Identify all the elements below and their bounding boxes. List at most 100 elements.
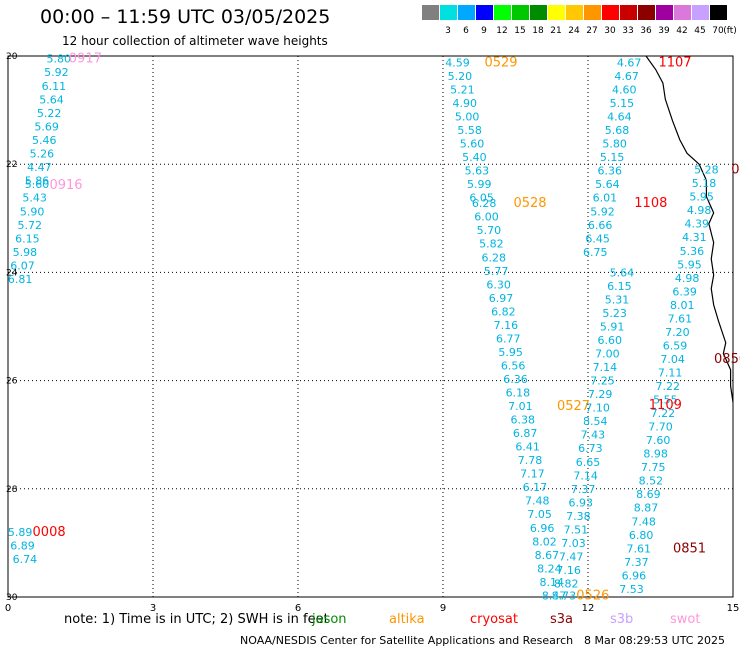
pass-time-label: 0528 <box>513 196 546 211</box>
wave-height-label: 5.98 <box>13 246 38 259</box>
wave-height-label: 8.52 <box>639 475 664 488</box>
wave-height-label: 5.60 <box>25 178 50 191</box>
pass-time-label: 0526 <box>576 588 609 603</box>
wave-height-label: 8.54 <box>583 415 608 428</box>
legend-swatch <box>440 5 457 20</box>
wave-height-label: 5.91 <box>600 321 625 334</box>
wave-height-label: 4.64 <box>607 111 632 124</box>
wave-height-label: 5.70 <box>477 224 502 237</box>
wave-height-label: 4.90 <box>453 97 478 110</box>
wave-height-label: 6.28 <box>472 197 497 210</box>
wave-height-label: 5.90 <box>20 205 45 218</box>
legend-swatch <box>458 5 475 20</box>
legend-tick-label: 27 <box>586 26 598 36</box>
legend-swatch <box>548 5 565 20</box>
coastline <box>645 55 734 403</box>
wave-height-label: 6.97 <box>489 292 514 305</box>
wave-height-label: 4.39 <box>685 218 710 231</box>
wave-height-label: 5.15 <box>610 97 635 110</box>
wave-height-label: 7.48 <box>525 495 550 508</box>
wave-height-label: 5.80 <box>602 138 627 151</box>
wave-height-label: 5.23 <box>602 307 627 320</box>
wave-height-label: 8.47 <box>542 589 567 602</box>
wave-height-label: 5.92 <box>590 205 615 218</box>
wave-height-label: 8.67 <box>535 549 560 562</box>
wave-height-label: 4.67 <box>617 56 642 69</box>
wave-height-label: 5.95 <box>689 191 714 204</box>
pass-time-label: 1107 <box>658 55 691 70</box>
wave-height-label: 5.40 <box>462 151 487 164</box>
wave-height-label: 7.61 <box>668 312 693 325</box>
wave-height-label: 6.77 <box>496 332 521 345</box>
legend-swatch <box>422 5 439 20</box>
wave-height-label: 5.99 <box>467 178 492 191</box>
legend-tick-label: 45 <box>694 26 706 36</box>
wave-height-label: 7.48 <box>631 515 656 528</box>
y-tick-label: 24 <box>6 268 18 278</box>
x-tick-label: 15 <box>727 603 740 614</box>
wave-height-label: 5.31 <box>605 293 630 306</box>
pass-time-label: 0008 <box>33 525 66 540</box>
legend-unit: (ft) <box>723 26 737 36</box>
wave-height-label: 7.04 <box>660 353 685 366</box>
wave-height-label: 5.80 <box>47 53 72 66</box>
pass-time-label: 0850 <box>714 352 740 367</box>
wave-height-label: 5.95 <box>498 346 523 359</box>
legend-swatch <box>674 5 691 20</box>
wave-height-label: 6.45 <box>585 232 610 245</box>
wave-height-label: 8.69 <box>636 488 661 501</box>
wave-height-label: 7.29 <box>588 388 613 401</box>
wave-height-label: 8.73 <box>552 589 577 602</box>
wave-height-label: 5.95 <box>677 258 702 271</box>
wave-height-label: 8.24 <box>537 562 562 575</box>
wave-height-label: 6.59 <box>663 339 688 352</box>
wave-height-label: 7.75 <box>641 461 666 474</box>
wave-height-label: 7.38 <box>566 510 591 523</box>
x-tick-label: 6 <box>295 603 301 614</box>
pass-time-label: 0851 <box>673 541 706 556</box>
wave-height-label: 5.68 <box>605 124 630 137</box>
wave-height-label: 5.77 <box>484 265 509 278</box>
wave-height-label: 5.72 <box>18 219 43 232</box>
legend-swatch <box>656 5 673 20</box>
wave-height-label: 7.10 <box>585 402 610 415</box>
wave-height-label: 6.07 <box>10 259 35 272</box>
wave-height-label: 5.28 <box>694 164 719 177</box>
wave-height-label: 7.01 <box>508 400 533 413</box>
wave-height-label: 4.98 <box>687 204 712 217</box>
wave-height-label: 4.59 <box>445 56 470 69</box>
wave-height-label: 6.93 <box>569 496 594 509</box>
wave-height-label: 5.86 <box>25 174 50 187</box>
satellite-swot-label: swot <box>670 612 701 627</box>
pass-time-label: 0529 <box>484 55 517 70</box>
x-tick-label: 9 <box>440 603 446 614</box>
wave-height-label: 7.03 <box>561 537 586 550</box>
wave-height-label: 5.60 <box>460 138 485 151</box>
wave-height-label: 5.69 <box>34 120 59 133</box>
wave-height-label: 5.43 <box>22 192 47 205</box>
wave-height-label: 5.89 <box>8 526 33 539</box>
wave-height-label: 7.61 <box>627 542 652 555</box>
wave-height-label: 6.15 <box>15 232 40 245</box>
wave-height-label: 6.74 <box>13 553 38 566</box>
wave-height-label: 5.55 <box>653 394 678 407</box>
wave-height-label: 6.65 <box>576 456 601 469</box>
legend-swatch <box>512 5 529 20</box>
pass-time-label: 1108 <box>634 196 667 211</box>
wave-height-label: 7.00 <box>595 348 620 361</box>
wave-height-label: 8.02 <box>532 535 557 548</box>
legend-tick-label: 21 <box>550 26 562 36</box>
wave-height-label: 5.63 <box>465 165 490 178</box>
wave-height-label: 5.46 <box>32 134 57 147</box>
wave-height-label: 5.82 <box>479 238 504 251</box>
legend-tick-label: 3 <box>445 26 451 36</box>
wave-height-label: 5.18 <box>692 177 717 190</box>
legend-swatch <box>530 5 547 20</box>
legend-swatch <box>476 5 493 20</box>
page-subtitle: 12 hour collection of altimeter wave hei… <box>62 34 328 48</box>
legend-tick-label: 18 <box>532 26 544 36</box>
wave-height-label: 5.64 <box>595 178 620 191</box>
wave-height-label: 6.38 <box>511 414 536 427</box>
x-tick-label: 0 <box>5 603 11 614</box>
